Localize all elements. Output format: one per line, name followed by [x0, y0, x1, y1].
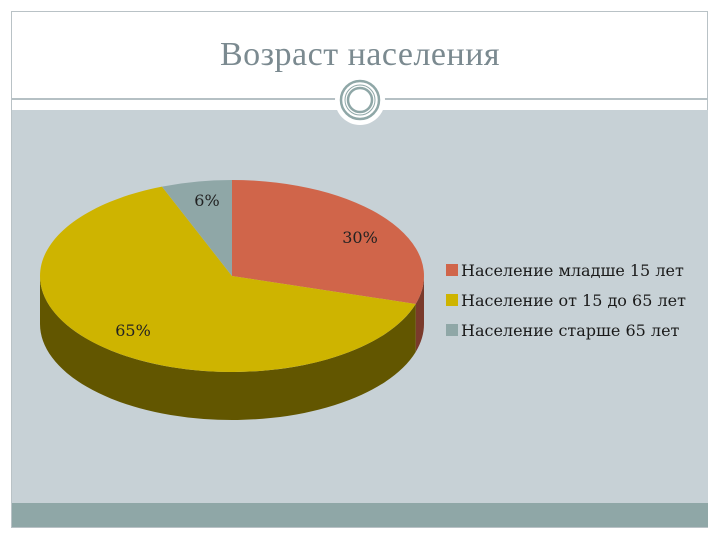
data-label-young: 30%	[342, 228, 378, 247]
legend-label: Население младше 15 лет	[461, 260, 684, 280]
slice-young	[232, 180, 424, 304]
chart-legend: Население младше 15 лет Население от 15 …	[446, 255, 686, 345]
data-label-elderly: 6%	[194, 191, 219, 210]
legend-swatch	[446, 324, 458, 336]
slice-working	[39, 186, 416, 372]
legend-item-working: Население от 15 до 65 лет	[446, 285, 686, 315]
slide-title: Возраст населения	[219, 36, 501, 73]
slice-elderly	[161, 180, 232, 276]
pie-tops	[39, 180, 424, 372]
pie-sides	[39, 276, 424, 420]
legend-swatch	[446, 294, 458, 306]
legend-swatch	[446, 264, 458, 276]
legend-label: Население старше 65 лет	[461, 320, 680, 340]
slice-side-working	[39, 276, 416, 420]
legend-label: Население от 15 до 65 лет	[461, 290, 686, 310]
legend-item-elderly: Население старше 65 лет	[446, 315, 686, 345]
data-label-working: 65%	[115, 321, 151, 340]
slice-side-young	[415, 276, 424, 352]
circle-emblem-icon	[335, 75, 385, 125]
legend-item-young: Население младше 15 лет	[446, 255, 686, 285]
footer-bar	[12, 503, 708, 527]
